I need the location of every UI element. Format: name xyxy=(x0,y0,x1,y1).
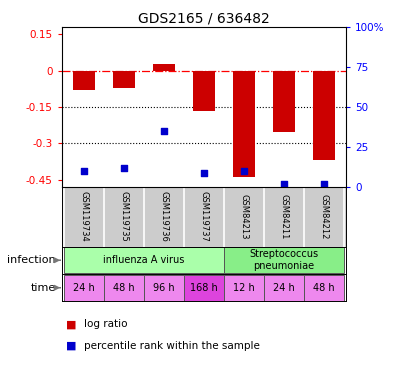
Text: GSM84213: GSM84213 xyxy=(240,194,249,240)
Bar xyxy=(184,275,224,301)
Text: 96 h: 96 h xyxy=(153,283,175,293)
Point xyxy=(121,165,127,171)
Text: percentile rank within the sample: percentile rank within the sample xyxy=(84,341,259,351)
Bar xyxy=(304,275,344,301)
Text: time: time xyxy=(31,283,56,293)
Text: 24 h: 24 h xyxy=(73,283,95,293)
Text: infection: infection xyxy=(8,255,56,265)
Text: influenza A virus: influenza A virus xyxy=(103,255,185,265)
Point xyxy=(281,181,287,187)
Text: GSM119736: GSM119736 xyxy=(159,191,168,242)
Point xyxy=(241,168,247,174)
Text: 12 h: 12 h xyxy=(233,283,255,293)
Text: 48 h: 48 h xyxy=(313,283,335,293)
Bar xyxy=(73,71,95,90)
Bar xyxy=(113,71,135,88)
Text: ■: ■ xyxy=(66,319,76,329)
Bar xyxy=(233,71,255,177)
Text: log ratio: log ratio xyxy=(84,319,127,329)
Bar xyxy=(264,275,304,301)
Text: Streptococcus
pneumoniae: Streptococcus pneumoniae xyxy=(250,250,319,271)
Bar xyxy=(193,71,215,111)
Title: GDS2165 / 636482: GDS2165 / 636482 xyxy=(138,12,270,26)
Text: GSM119735: GSM119735 xyxy=(119,191,128,242)
Text: GSM84211: GSM84211 xyxy=(280,194,289,240)
Point xyxy=(80,168,87,174)
Text: GSM119737: GSM119737 xyxy=(199,191,209,242)
Text: 168 h: 168 h xyxy=(190,283,218,293)
Bar xyxy=(104,275,144,301)
Point xyxy=(321,181,328,187)
Bar xyxy=(273,71,295,132)
Text: 48 h: 48 h xyxy=(113,283,135,293)
Point xyxy=(201,170,207,176)
Text: ■: ■ xyxy=(66,341,76,351)
Text: GSM84212: GSM84212 xyxy=(320,194,329,240)
Bar xyxy=(144,275,184,301)
Bar xyxy=(224,247,344,273)
Text: 24 h: 24 h xyxy=(273,283,295,293)
Text: GSM119734: GSM119734 xyxy=(79,191,88,242)
Bar xyxy=(313,71,335,161)
Bar xyxy=(153,65,175,71)
Bar xyxy=(64,275,104,301)
Bar xyxy=(224,275,264,301)
Point xyxy=(161,128,167,134)
Bar xyxy=(64,247,224,273)
